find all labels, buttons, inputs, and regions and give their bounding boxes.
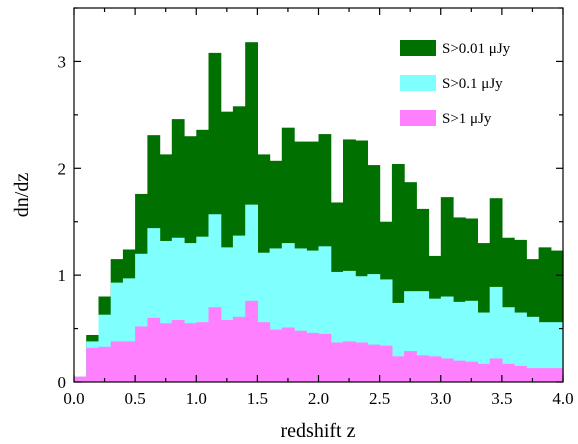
legend-label-1: S>0.01 μJy [442, 41, 511, 57]
legend: S>0.01 μJy S>0.1 μJy S>1 μJy [400, 40, 511, 127]
bar-series2-bin35 [489, 286, 503, 382]
x-tick-label: 2.5 [369, 389, 390, 408]
axis-ticks [73, 7, 564, 383]
bar-series3-bin1 [74, 376, 87, 382]
bar-series2-bin39 [538, 322, 552, 382]
bar-series3-bin29 [416, 355, 430, 382]
bar-series3-bin37 [514, 365, 527, 382]
bar-series3-bin35 [489, 358, 503, 382]
bar-series3-bin38 [526, 368, 540, 382]
x-tick-label: 4.0 [552, 389, 573, 408]
bar-series3-bin8 [159, 323, 173, 382]
x-tick-label: 0.5 [125, 389, 146, 408]
legend-swatch-2 [400, 75, 436, 91]
tick-labels: 0.0 0.5 1.0 1.5 2.0 2.5 3.0 3.5 4.0 0 1 2 3 [58, 52, 574, 408]
bar-series3-bin16 [257, 322, 271, 382]
bar-series3-bin34 [477, 363, 491, 382]
bar-series3-bin24 [355, 342, 368, 382]
legend-swatch-1 [400, 40, 436, 56]
bar-series3-bin11 [196, 322, 210, 382]
bar-series3-bin27 [391, 356, 405, 382]
y-tick-label: 3 [58, 52, 67, 71]
bar-series3-bin22 [330, 342, 344, 382]
bar-series3-bin26 [379, 345, 393, 382]
bar-series3-bin9 [171, 320, 185, 382]
x-tick-label: 3.5 [491, 389, 512, 408]
y-axis-title: dn/dz [11, 173, 33, 218]
bar-series3-bin3 [98, 346, 112, 382]
bar-series3-bin28 [404, 351, 417, 382]
bar-series2-bin40 [550, 322, 564, 382]
bar-series3-bin7 [147, 317, 161, 382]
bar-series2-bin36 [501, 307, 515, 382]
y-tick-label: 1 [58, 266, 67, 285]
y-tick-label: 0 [58, 373, 67, 392]
bar-series3-bin4 [110, 341, 124, 382]
bar-series3-bin39 [538, 368, 552, 382]
bar-series2-bin37 [514, 312, 527, 382]
x-tick-label: 0.0 [63, 389, 84, 408]
legend-swatch-3 [400, 110, 436, 126]
bar-series3-bin25 [367, 344, 381, 382]
bar-series3-bin12 [208, 307, 222, 382]
bar-series3-bin30 [428, 356, 442, 382]
bar-series3-bin33 [465, 361, 478, 382]
bar-series3-bin20 [306, 332, 320, 382]
bar-series3-bin40 [550, 368, 564, 382]
x-tick-label: 1.0 [186, 389, 207, 408]
bar-series3-bin2 [86, 347, 100, 382]
bar-series3-bin31 [440, 358, 454, 382]
histogram-bars [74, 42, 564, 383]
bar-series3-bin13 [220, 320, 234, 382]
legend-label-3: S>1 μJy [442, 111, 492, 127]
x-tick-label: 1.5 [247, 389, 268, 408]
bar-series3-bin36 [501, 363, 515, 382]
bar-series3-bin23 [343, 341, 356, 382]
bar-series2-bin38 [526, 316, 540, 382]
x-tick-label: 2.0 [308, 389, 329, 408]
legend-label-2: S>0.1 μJy [442, 76, 503, 92]
bar-series3-bin17 [269, 329, 283, 382]
bar-series3-bin14 [232, 316, 246, 382]
bar-series3-bin10 [184, 323, 197, 382]
bar-series3-bin21 [318, 333, 332, 382]
x-axis-title: redshift z [281, 420, 356, 442]
x-tick-label: 3.0 [430, 389, 451, 408]
bar-series3-bin19 [294, 330, 307, 382]
bar-series3-bin18 [281, 327, 295, 382]
bar-series3-bin32 [453, 360, 466, 382]
bar-series3-bin6 [135, 326, 148, 382]
y-tick-label: 2 [58, 159, 67, 178]
bar-series3-bin15 [245, 300, 258, 382]
bar-series3-bin5 [122, 341, 136, 382]
